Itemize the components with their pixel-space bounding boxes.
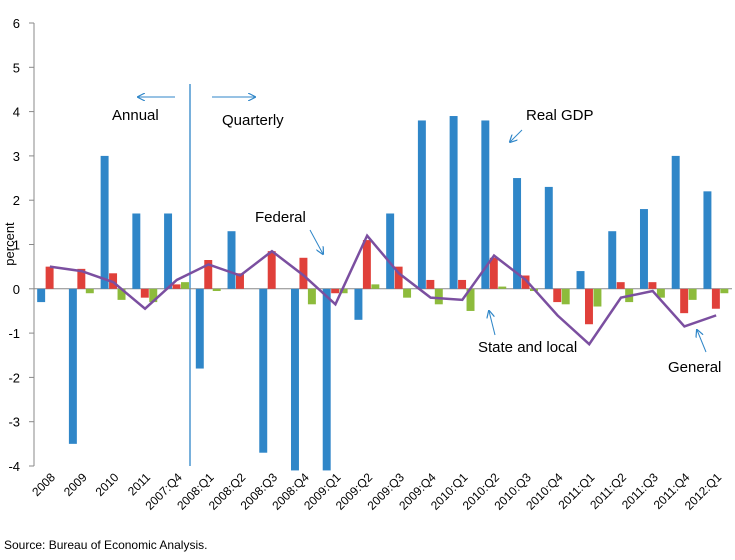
bar <box>417 120 426 289</box>
bar <box>290 288 299 471</box>
y-tick-label: 3 <box>13 149 20 164</box>
x-tick-label: 2010 <box>93 470 122 499</box>
bar <box>426 279 435 289</box>
arrow <box>309 229 323 254</box>
bar <box>195 288 204 369</box>
bar <box>307 288 316 305</box>
bar <box>434 288 443 305</box>
y-tick-label: 6 <box>13 16 20 31</box>
bar <box>227 231 236 289</box>
y-tick-label: -4 <box>8 459 20 474</box>
x-tick-label: 2011 <box>125 470 153 498</box>
bar <box>703 191 712 289</box>
bar <box>45 266 54 289</box>
y-tick-label: 4 <box>13 105 20 120</box>
bar <box>593 288 602 307</box>
y-tick-label: -1 <box>8 326 20 341</box>
arrow <box>697 330 707 353</box>
bar <box>394 266 403 289</box>
bar <box>553 288 562 303</box>
bar <box>648 282 657 289</box>
bar <box>576 271 585 289</box>
source: Source: Bureau of Economic Analysis. <box>4 538 207 552</box>
bar <box>85 288 94 294</box>
bar <box>544 186 553 289</box>
bar <box>720 288 729 294</box>
bar <box>671 155 680 289</box>
bar <box>639 209 648 289</box>
bar <box>498 286 507 289</box>
bar <box>481 120 490 289</box>
arrow <box>489 311 496 336</box>
bar <box>616 282 625 289</box>
bar <box>181 282 189 289</box>
bar <box>204 260 213 289</box>
y-tick-label: 1 <box>13 238 20 253</box>
bar <box>711 288 720 309</box>
bar <box>37 288 46 303</box>
bar <box>458 279 467 289</box>
bar <box>149 288 158 303</box>
bar <box>299 257 308 289</box>
series-label: General <box>668 359 721 376</box>
x-tick-label: 2008 <box>29 470 58 499</box>
annual-label: Annual <box>112 107 159 124</box>
bar <box>513 178 522 289</box>
bar <box>680 288 689 314</box>
bar <box>521 275 530 289</box>
bar <box>172 284 181 289</box>
bar <box>403 288 412 298</box>
bar <box>132 213 141 289</box>
bar <box>267 251 276 289</box>
bar <box>117 288 126 300</box>
bar <box>100 155 109 289</box>
bar <box>386 213 395 289</box>
y-tick-label: 0 <box>13 282 20 297</box>
bar <box>77 268 86 289</box>
bar <box>235 273 244 289</box>
bar <box>339 288 348 294</box>
bar <box>561 288 570 305</box>
bar <box>354 288 363 320</box>
bar <box>466 288 475 311</box>
bar <box>259 288 268 453</box>
bar <box>212 288 221 292</box>
bar <box>140 288 149 298</box>
series-label: Federal <box>255 209 306 226</box>
bar <box>331 288 340 294</box>
bar <box>584 288 593 325</box>
y-tick-label: -3 <box>8 415 20 430</box>
bar <box>489 257 498 289</box>
bar <box>688 288 697 300</box>
y-tick-label: -2 <box>8 370 20 385</box>
bar <box>371 284 380 289</box>
y-tick-label: 2 <box>13 193 20 208</box>
y-axis-label: percent <box>2 222 17 266</box>
arrow <box>510 129 523 142</box>
bar <box>449 116 458 289</box>
quarterly-label: Quarterly <box>222 112 284 129</box>
x-tick-label: 2009 <box>61 470 90 499</box>
bar <box>362 240 371 289</box>
bar <box>656 288 665 298</box>
bar <box>164 213 173 289</box>
bar <box>608 231 617 289</box>
series-label: State and local <box>478 339 577 356</box>
bar <box>322 288 331 471</box>
series-label: Real GDP <box>526 107 594 124</box>
y-tick-label: 5 <box>13 60 20 75</box>
bar <box>68 288 77 444</box>
line <box>49 233 717 347</box>
